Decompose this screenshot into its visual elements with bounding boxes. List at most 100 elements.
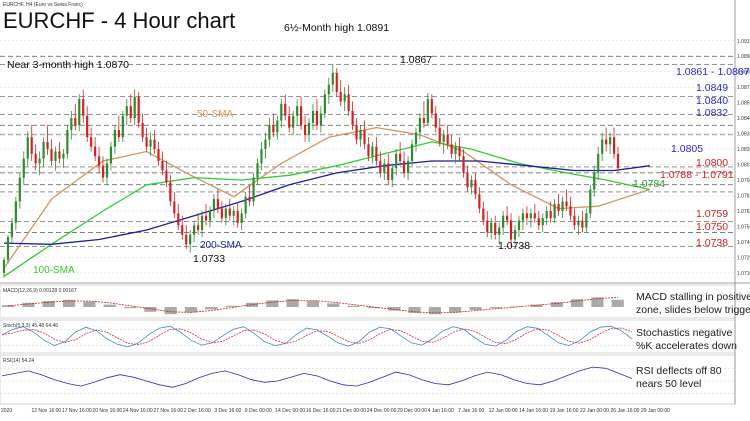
macd-histogram-bar <box>286 299 299 307</box>
stoch-comment-line1: Stochastics negative <box>636 327 732 339</box>
candle-body <box>62 153 65 159</box>
candle-body <box>482 208 485 221</box>
candle-body <box>533 213 536 219</box>
y-tick-label: 1.0794 <box>737 178 750 184</box>
candle-body <box>430 99 433 114</box>
candle-body <box>252 177 255 202</box>
candle-body <box>335 72 338 92</box>
candle-body <box>97 156 101 166</box>
macd-histogram-bar <box>591 297 604 307</box>
macd-histogram-bar <box>164 307 177 315</box>
level-label-1-0750: 1.0750 <box>696 221 728 233</box>
candle-body <box>609 137 612 145</box>
candle-body <box>157 149 160 161</box>
candle-body <box>355 125 358 140</box>
candle-body <box>117 130 120 138</box>
stochastic-plot <box>0 325 735 348</box>
macd-histogram-bar <box>469 307 482 310</box>
sma-line <box>3 126 650 269</box>
candle-body <box>58 151 61 159</box>
macd-histogram-bar <box>550 302 563 307</box>
candle-body <box>109 146 113 164</box>
chart-title: EURCHF - 4 Hour chart <box>3 8 235 33</box>
candle-body <box>248 196 251 202</box>
candle-body <box>272 125 275 133</box>
candle-body <box>549 210 552 219</box>
candle-body <box>612 137 616 154</box>
y-tick-label: 1.0807 <box>737 163 750 169</box>
candle-body <box>149 139 152 147</box>
candle-body <box>145 137 148 147</box>
candle-body <box>165 170 168 183</box>
candle-body <box>208 210 212 221</box>
candle-body <box>86 115 89 138</box>
candle-body <box>478 194 481 209</box>
candle-body <box>307 122 311 135</box>
x-tick-label: 12 Jan 00:00 <box>489 408 518 414</box>
candle-body <box>300 106 303 126</box>
macd-histogram-bar <box>205 307 218 310</box>
candle-body <box>280 103 283 121</box>
candle-body <box>577 220 580 226</box>
candle-body <box>387 163 390 181</box>
candle-body <box>410 144 414 161</box>
candle-body <box>42 141 45 159</box>
macd-histogram-bar <box>103 304 116 307</box>
candle-body <box>323 94 326 114</box>
candle-body <box>403 160 406 173</box>
macd-histogram-bar <box>571 299 584 307</box>
candle-body <box>26 137 29 159</box>
x-tick-label: 4 Jan 16:00 <box>428 408 454 414</box>
low-1-0738-label: 1.0738 <box>498 240 530 252</box>
candle-body <box>105 163 109 178</box>
candle-body <box>593 172 596 190</box>
candle-body <box>94 146 97 157</box>
candle-body <box>268 125 271 140</box>
candle-body <box>311 110 315 123</box>
candle-body <box>525 213 528 219</box>
level-label-1-0861-1-0867: 1.0861 - 1.0867 <box>676 66 750 78</box>
candle-body <box>260 149 263 164</box>
macd-panel-bg <box>0 284 736 319</box>
candle-body <box>399 153 402 161</box>
candle-body <box>418 118 422 133</box>
candle-body <box>470 180 473 188</box>
candle-body <box>216 199 219 209</box>
candle-body <box>450 144 453 154</box>
level-label-1-0788-1-0791: 1.0788 - 1.0791 <box>660 169 734 181</box>
y-tick-label: 1.0872 <box>737 85 750 91</box>
y-tick-label: 1.0729 <box>737 255 750 261</box>
candle-body <box>303 125 307 135</box>
x-tick-label: 12 Nov 16:00 <box>31 408 61 414</box>
candle-body <box>90 137 93 147</box>
x-tick-label: 24 Dec 00:00 <box>367 408 397 414</box>
macd-histogram-bar <box>408 307 421 313</box>
level-label-1-0759: 1.0759 <box>696 208 728 220</box>
candle-body <box>327 84 330 95</box>
level-label-1-0840: 1.0840 <box>696 95 728 107</box>
macd-histogram-bar <box>245 302 259 307</box>
candle-body <box>541 218 544 226</box>
candle-body <box>517 220 521 231</box>
candle-body <box>185 234 188 245</box>
level-label-1-0832: 1.0832 <box>696 107 728 119</box>
candle-body <box>363 130 366 145</box>
candle-body <box>545 210 548 219</box>
candle-body <box>442 134 445 142</box>
candle-body <box>521 213 525 221</box>
candle-body <box>605 139 608 145</box>
macd-comment-line2: zone, slides below trigger <box>636 304 750 316</box>
y-tick-label: 1.0846 <box>737 116 750 122</box>
sma-lines <box>3 126 650 277</box>
x-tick-label: 9 Dec 00:00 <box>245 408 272 414</box>
candle-body <box>422 118 425 123</box>
candle-body <box>74 118 77 126</box>
y-tick-label: 1.0755 <box>737 224 750 230</box>
candle-body <box>446 134 449 145</box>
candle-body <box>284 103 287 116</box>
y-tick-label: 1.0768 <box>737 209 750 215</box>
candle-body <box>193 225 196 235</box>
candle-body <box>494 222 497 235</box>
macd-histogram-bar <box>489 307 502 309</box>
